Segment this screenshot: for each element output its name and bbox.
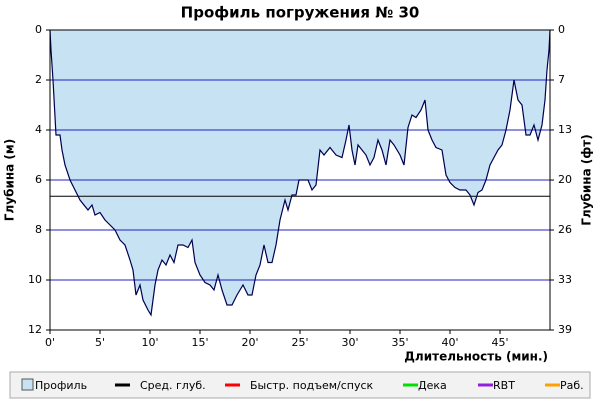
y-tick-label: 4 — [35, 123, 42, 136]
legend-label: Раб. — [560, 379, 584, 392]
x-tick-label: 15' — [191, 336, 208, 349]
x-axis-label: Длительность (мин.) — [404, 350, 548, 364]
y2-tick-label: 0 — [558, 23, 565, 36]
x-tick-label: 45' — [491, 336, 508, 349]
chart-title: Профиль погружения № 30 — [181, 4, 420, 22]
y2-tick-label: 7 — [558, 73, 565, 86]
legend-swatch — [21, 378, 34, 391]
profile-line — [49, 29, 551, 317]
y-tick-label: 12 — [28, 323, 42, 336]
legend-label: RBT — [493, 379, 515, 392]
legend-box — [9, 371, 591, 399]
x-tick-label: 5' — [95, 336, 105, 349]
legend-label: Быстр. подъем/спуск — [250, 379, 374, 392]
y-tick-label: 8 — [35, 223, 42, 236]
y-axis-label: Глубина (м) — [3, 139, 17, 221]
y2-tick-label: 13 — [558, 123, 572, 136]
legend-label: Сред. глуб. — [140, 379, 206, 392]
y-tick-label: 6 — [35, 173, 42, 186]
y2-axis-label: Глубина (фт) — [580, 134, 594, 225]
x-tick-label: 20' — [241, 336, 258, 349]
x-tick-label: 30' — [341, 336, 358, 349]
y-tick-label: 2 — [35, 73, 42, 86]
x-tick-label: 10' — [141, 336, 158, 349]
legend-label: Дека — [418, 379, 447, 392]
x-tick-label: 0' — [45, 336, 55, 349]
plot-frame — [49, 29, 551, 331]
y-tick-label: 10 — [28, 273, 42, 286]
x-tick-label: 25' — [291, 336, 308, 349]
y-tick-label: 0 — [35, 23, 42, 36]
y2-tick-label: 26 — [558, 223, 572, 236]
y2-tick-label: 39 — [558, 323, 572, 336]
legend-label: Профиль — [35, 379, 87, 392]
x-tick-label: 40' — [441, 336, 458, 349]
y2-tick-label: 20 — [558, 173, 572, 186]
x-tick-label: 35' — [391, 336, 408, 349]
profile-area — [50, 30, 550, 315]
y2-tick-label: 33 — [558, 273, 572, 286]
